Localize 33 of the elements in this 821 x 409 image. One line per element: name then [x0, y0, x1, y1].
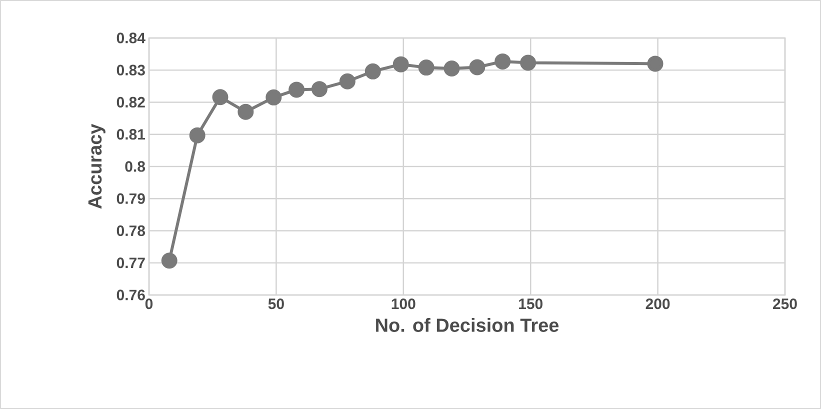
y-tick-label: 0.83 [116, 64, 145, 76]
point [647, 56, 664, 72]
point [288, 82, 305, 98]
point [444, 60, 460, 77]
x-tick-label: 150 [519, 298, 542, 310]
point [189, 127, 206, 144]
point [494, 53, 511, 70]
point [266, 89, 282, 106]
y-tick-label: 0.81 [116, 129, 146, 140]
y-tick-label: 0.8 [125, 161, 146, 172]
point [238, 104, 254, 120]
point [418, 60, 434, 76]
y-tick-label: 0.79 [116, 193, 145, 204]
y-tick-label: 0.82 [116, 96, 145, 108]
point [364, 63, 381, 80]
point [469, 59, 486, 76]
x-tick-label: 50 [268, 298, 284, 310]
y-axis-title: Accuracy [88, 124, 106, 209]
point [311, 81, 328, 98]
y-tick-label: 0.84 [116, 32, 146, 44]
y-tick-label: 0.78 [116, 225, 146, 236]
point [161, 252, 178, 269]
x-tick-label: 200 [646, 298, 670, 310]
point [392, 56, 409, 72]
point [212, 89, 228, 106]
x-tick-label: 100 [392, 298, 416, 310]
x-tick-label: 250 [773, 298, 797, 310]
y-tick-label: 0.76 [116, 290, 145, 300]
x-tick-label: 0 [145, 298, 153, 310]
point [339, 73, 356, 90]
point [520, 54, 536, 71]
y-tick-label: 0.77 [116, 258, 145, 268]
x-axis-title: No. of Decision Tree [376, 318, 559, 332]
